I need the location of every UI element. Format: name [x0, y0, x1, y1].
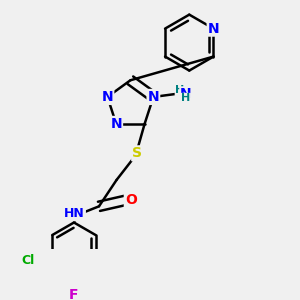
Text: Cl: Cl	[22, 254, 35, 266]
Text: N: N	[208, 22, 219, 36]
Text: O: O	[125, 194, 137, 207]
Text: H: H	[175, 85, 184, 95]
Text: N: N	[102, 90, 113, 104]
Text: F: F	[69, 288, 79, 300]
Text: HN: HN	[64, 207, 85, 220]
Text: N: N	[110, 117, 122, 131]
Text: H: H	[181, 93, 190, 103]
Text: S: S	[132, 146, 142, 161]
Text: N: N	[180, 87, 192, 101]
Text: N: N	[148, 90, 159, 104]
